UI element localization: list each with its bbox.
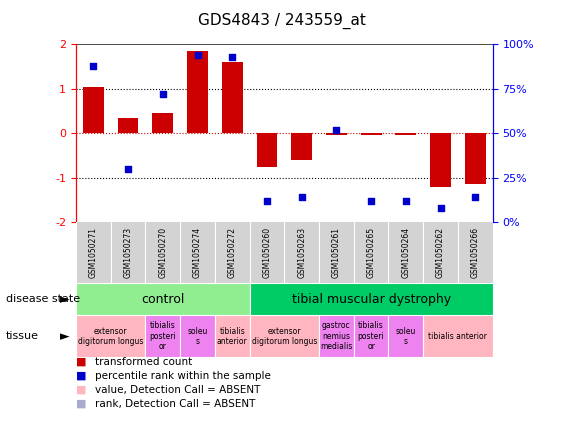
Bar	[257, 133, 278, 167]
Bar	[361, 133, 382, 135]
Bar	[423, 315, 493, 357]
Bar	[430, 133, 451, 187]
Bar	[354, 315, 388, 357]
Text: tibialis
posteri
or: tibialis posteri or	[358, 321, 385, 351]
Text: transformed count: transformed count	[95, 357, 192, 367]
Bar	[222, 62, 243, 133]
Bar	[319, 315, 354, 357]
Text: GSM1050261: GSM1050261	[332, 227, 341, 278]
Text: GSM1050260: GSM1050260	[262, 227, 271, 278]
Bar	[153, 113, 173, 133]
Point	[367, 198, 376, 204]
Point	[158, 91, 167, 98]
Text: percentile rank within the sample: percentile rank within the sample	[95, 371, 270, 381]
Text: ■: ■	[77, 385, 87, 395]
Point	[124, 165, 133, 172]
Text: GSM1050273: GSM1050273	[124, 227, 132, 278]
Bar	[249, 283, 493, 315]
Text: tibialis
anterior: tibialis anterior	[217, 327, 248, 346]
Point	[401, 198, 410, 204]
Point	[436, 204, 445, 211]
Point	[89, 62, 98, 69]
Point	[193, 52, 202, 58]
Text: ►: ►	[60, 293, 70, 306]
Bar	[215, 315, 249, 357]
Text: tibialis
posteri
or: tibialis posteri or	[149, 321, 176, 351]
Bar	[180, 315, 215, 357]
Bar	[187, 51, 208, 133]
Text: gastroc
nemius
medialis: gastroc nemius medialis	[320, 321, 352, 351]
Text: tibial muscular dystrophy: tibial muscular dystrophy	[292, 293, 450, 306]
Bar	[395, 133, 416, 135]
Text: GSM1050265: GSM1050265	[367, 227, 376, 278]
Text: value, Detection Call = ABSENT: value, Detection Call = ABSENT	[95, 385, 260, 395]
Point	[332, 126, 341, 133]
Text: tissue: tissue	[6, 331, 39, 341]
Text: GDS4843 / 243559_at: GDS4843 / 243559_at	[198, 13, 365, 29]
Text: GSM1050262: GSM1050262	[436, 227, 445, 278]
Text: GSM1050263: GSM1050263	[297, 227, 306, 278]
Text: extensor
digitorum longus: extensor digitorum longus	[78, 327, 144, 346]
Point	[471, 194, 480, 201]
Bar	[291, 133, 312, 160]
Point	[297, 194, 306, 201]
Text: GSM1050264: GSM1050264	[401, 227, 410, 278]
Text: GSM1050272: GSM1050272	[228, 227, 236, 278]
Bar	[76, 315, 145, 357]
Point	[262, 198, 271, 204]
Text: disease state: disease state	[6, 294, 80, 304]
Text: soleu
s: soleu s	[396, 327, 416, 346]
Text: GSM1050266: GSM1050266	[471, 227, 480, 278]
Point	[227, 53, 237, 60]
Text: soleu
s: soleu s	[187, 327, 208, 346]
Text: ►: ►	[60, 330, 70, 343]
Bar	[465, 133, 486, 184]
Bar	[76, 283, 249, 315]
Text: rank, Detection Call = ABSENT: rank, Detection Call = ABSENT	[95, 398, 255, 409]
Bar	[83, 87, 104, 133]
Text: GSM1050270: GSM1050270	[158, 227, 167, 278]
Bar	[388, 315, 423, 357]
Text: GSM1050271: GSM1050271	[89, 227, 98, 278]
Text: ■: ■	[77, 398, 87, 409]
Text: ■: ■	[77, 357, 87, 367]
Bar	[326, 133, 347, 135]
Bar	[145, 315, 180, 357]
Text: control: control	[141, 293, 185, 306]
Text: ■: ■	[77, 371, 87, 381]
Text: tibialis anterior: tibialis anterior	[428, 332, 488, 341]
Text: GSM1050274: GSM1050274	[193, 227, 202, 278]
Bar	[249, 315, 319, 357]
Bar	[118, 118, 138, 133]
Text: extensor
digitorum longus: extensor digitorum longus	[252, 327, 317, 346]
